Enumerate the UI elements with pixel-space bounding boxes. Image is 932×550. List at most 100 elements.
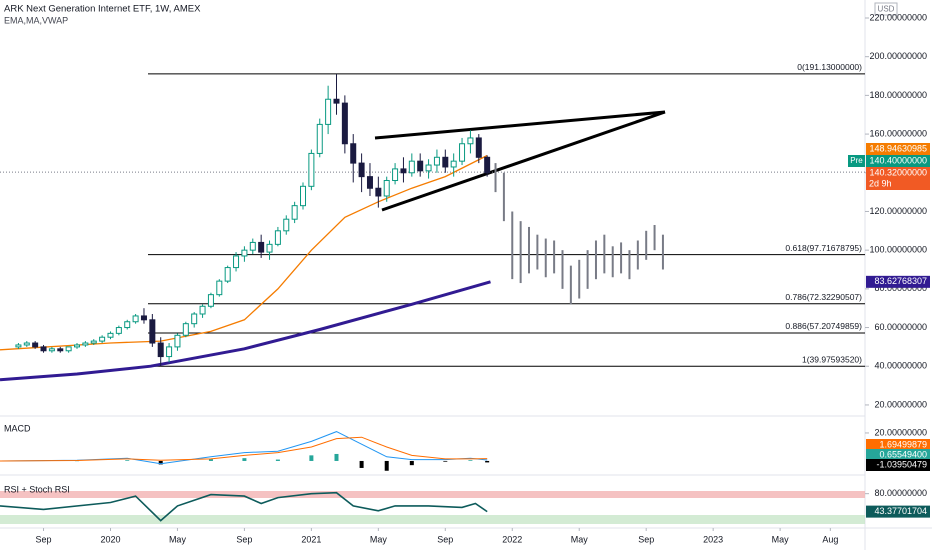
x-tick-label: Sep [437,534,453,544]
candle-body [459,143,466,162]
candle-body [182,323,189,336]
x-tick-label: 2020 [100,534,120,544]
x-tick-label: 2021 [301,534,321,544]
y-tick-label: 80.00000000 [874,488,927,498]
fib-level-label: 0.886(57.20749859) [785,321,862,331]
rsi-line [0,491,488,522]
histogram-bar [468,460,473,461]
x-tick-label: Sep [36,534,52,544]
candle-body [32,342,39,348]
y-tick-label: 40.00000000 [874,361,927,371]
histogram-bar [359,460,364,468]
candle-body [15,344,22,348]
candle-body [174,334,181,348]
candle-body [308,152,315,187]
x-tick-label: May [169,534,187,544]
price-tag-label: 83.62768307 [874,276,927,286]
y-tick-label: 20.00000000 [874,399,927,409]
candle-body [408,160,415,174]
candle-body [392,168,399,182]
fib-level-label: 0(191.13000000) [797,62,862,72]
price-tag-label: 140.40000000 [869,155,927,165]
overbought-band [0,491,865,498]
candle-body [366,176,373,189]
candle-body [199,305,206,315]
x-tick-label: May [370,534,388,544]
candle-body [475,137,482,158]
candle-body [99,336,106,342]
macd-line [0,431,488,465]
wedge-lower [381,110,666,212]
price-tag-label: 140.32000000 [869,167,927,177]
price-tag [866,459,930,471]
price-tag [866,505,930,518]
x-tick-label: May [571,534,589,544]
candle-body [325,98,332,125]
fib-level-label: 1(39.97593520) [802,355,862,365]
candle-body [358,162,365,178]
x-tick-label: 2022 [502,534,522,544]
candle-body [333,98,340,104]
price-tag-label: -1.03950479 [876,459,927,469]
candle-body [283,218,290,232]
price-tag-label: 0.65549400 [879,449,927,459]
candle-body [241,249,248,257]
oversold-band [0,515,865,524]
candle-body [107,332,114,338]
y-tick-label: 60.00000000 [874,322,927,332]
candle-body [23,342,30,346]
price-tag [866,155,930,167]
wedge-upper [374,110,666,140]
histogram-bar [158,460,163,465]
currency: USD [878,5,895,14]
pane-title: RSI + Stoch RSI [4,484,70,494]
y-tick-label: 80.00000000 [874,283,927,293]
price-tag [866,275,930,288]
pre-label: Pre [850,156,863,165]
candle-body [166,346,173,358]
candle-body [82,342,89,346]
candle-body [350,143,357,164]
y-tick-label: 180.00000000 [869,90,927,100]
price-tag-label: 43.37701704 [874,506,927,516]
histogram-bar [309,455,314,461]
price-tag-label: 148.94630985 [869,143,927,153]
candle-body [132,315,139,323]
candle-body [341,102,348,145]
y-tick-label: 160.00000000 [869,128,927,138]
candle-body [425,164,432,172]
x-tick-label: May [772,534,790,544]
candle-body [291,205,298,220]
candle-body [224,267,231,282]
price-tag-label: 1.69499879 [879,439,927,449]
candle-body [216,280,223,296]
pre-badge [848,155,865,167]
y-tick-label: 20.00000000 [874,427,927,437]
y-tick-label: 220.00000000 [869,12,927,22]
price-tag [866,167,930,190]
histogram-bar [384,460,389,471]
candle-body [433,156,440,166]
candle-body [124,321,131,329]
candle-body [300,185,307,207]
symbol-title: ARK Next Generation Internet ETF, 1W, AM… [4,4,201,15]
indicator-line [0,280,491,382]
y-tick-label: 100.00000000 [869,245,927,255]
candle-body [140,315,147,321]
candle-body [375,187,382,197]
candle-body [400,168,407,174]
candle-body [74,344,81,348]
candle-body [417,160,424,172]
pane-title: MACD [4,423,31,433]
x-tick-label: Sep [236,534,252,544]
histogram-bar [275,459,280,461]
candle-body [90,340,97,344]
y-tick-label: 200.00000000 [869,51,927,61]
currency-box[interactable] [874,2,898,16]
x-tick-label: Aug [822,534,838,544]
histogram-bar [334,453,339,461]
histogram-bar [409,460,414,466]
histogram-bar [208,458,213,461]
candle-body [157,342,164,358]
countdown: 2d 9h [869,178,892,188]
